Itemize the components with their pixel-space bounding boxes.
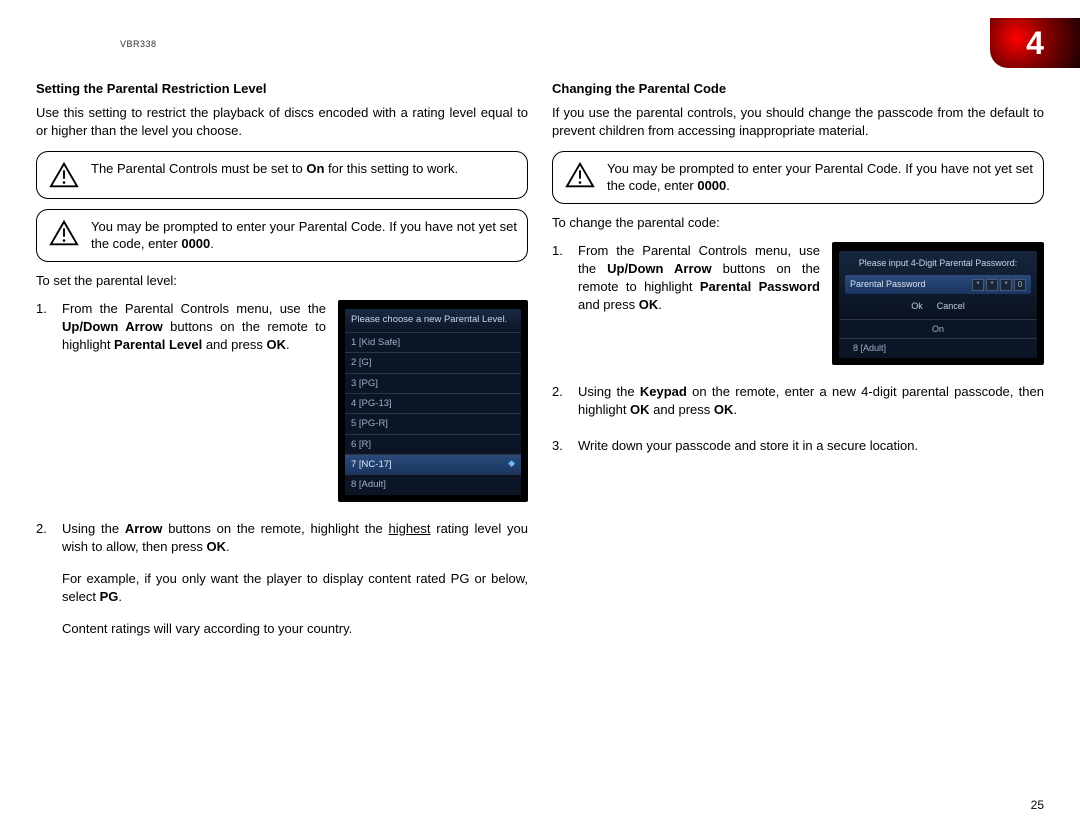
ss-level-row: 6 [R] xyxy=(345,434,521,454)
warning-box-2: You may be prompted to enter your Parent… xyxy=(36,209,528,262)
chapter-tab: 4 xyxy=(990,18,1080,68)
step-2-left: Using the Arrow buttons on the remote, h… xyxy=(36,520,528,639)
ss-extra-adult: 8 [Adult] xyxy=(839,338,1037,358)
warning-box-right: You may be prompted to enter your Parent… xyxy=(552,151,1044,204)
ss-level-row: 4 [PG-13] xyxy=(345,393,521,413)
ss-pwd-box: * xyxy=(986,279,998,291)
ss-pwd-box: * xyxy=(972,279,984,291)
ss-level-title: Please choose a new Parental Level. xyxy=(345,309,521,332)
intro-right: If you use the parental controls, you sh… xyxy=(552,104,1044,140)
ss-extra-on: On xyxy=(839,319,1037,339)
ss-level-row: 8 [Adult] xyxy=(345,474,521,494)
ss-pwd-box: 0 xyxy=(1014,279,1026,291)
ss-level-row: 7 [NC-17] xyxy=(345,454,521,474)
ss-cancel: Cancel xyxy=(937,300,965,313)
screenshot-password: Please input 4-Digit Parental Password: … xyxy=(832,242,1044,365)
step-1-left: From the Parental Controls menu, use the… xyxy=(36,300,528,502)
ss-level-row: 5 [PG-R] xyxy=(345,413,521,433)
section-title-right: Changing the Parental Code xyxy=(552,80,1044,98)
ss-level-row: 3 [PG] xyxy=(345,373,521,393)
steps-left: From the Parental Controls menu, use the… xyxy=(36,300,528,639)
ss-ok: Ok xyxy=(911,300,923,313)
model-code: VBR338 xyxy=(120,38,157,51)
ss-pwd-title: Please input 4-Digit Parental Password: xyxy=(845,257,1031,270)
ss-pwd-label: Parental Password xyxy=(850,278,968,291)
warning-box-1: The Parental Controls must be set to On … xyxy=(36,151,528,199)
lead-right: To change the parental code: xyxy=(552,214,1044,232)
right-column: Changing the Parental Code If you use th… xyxy=(552,80,1044,656)
warning-text-1: The Parental Controls must be set to On … xyxy=(91,160,517,178)
step-2-right: Using the Keypad on the remote, enter a … xyxy=(552,383,1044,419)
left-column: Setting the Parental Restriction Level U… xyxy=(36,80,528,656)
warning-icon xyxy=(47,218,81,248)
warning-icon xyxy=(563,160,597,190)
screenshot-level: Please choose a new Parental Level. 1 [K… xyxy=(338,300,528,502)
warning-icon xyxy=(47,160,81,190)
step-3-right: Write down your passcode and store it in… xyxy=(552,437,1044,455)
lead-left: To set the parental level: xyxy=(36,272,528,290)
section-title-left: Setting the Parental Restriction Level xyxy=(36,80,528,98)
warning-text-right: You may be prompted to enter your Parent… xyxy=(607,160,1033,195)
ss-level-row: 2 [G] xyxy=(345,352,521,372)
ss-level-row: 1 [Kid Safe] xyxy=(345,332,521,352)
chapter-number: 4 xyxy=(1026,21,1044,66)
ss-pwd-box: * xyxy=(1000,279,1012,291)
steps-right: From the Parental Controls menu, use the… xyxy=(552,242,1044,456)
page-number: 25 xyxy=(1031,797,1044,814)
intro-left: Use this setting to restrict the playbac… xyxy=(36,104,528,140)
step-1-right: From the Parental Controls menu, use the… xyxy=(552,242,1044,365)
warning-text-2: You may be prompted to enter your Parent… xyxy=(91,218,517,253)
